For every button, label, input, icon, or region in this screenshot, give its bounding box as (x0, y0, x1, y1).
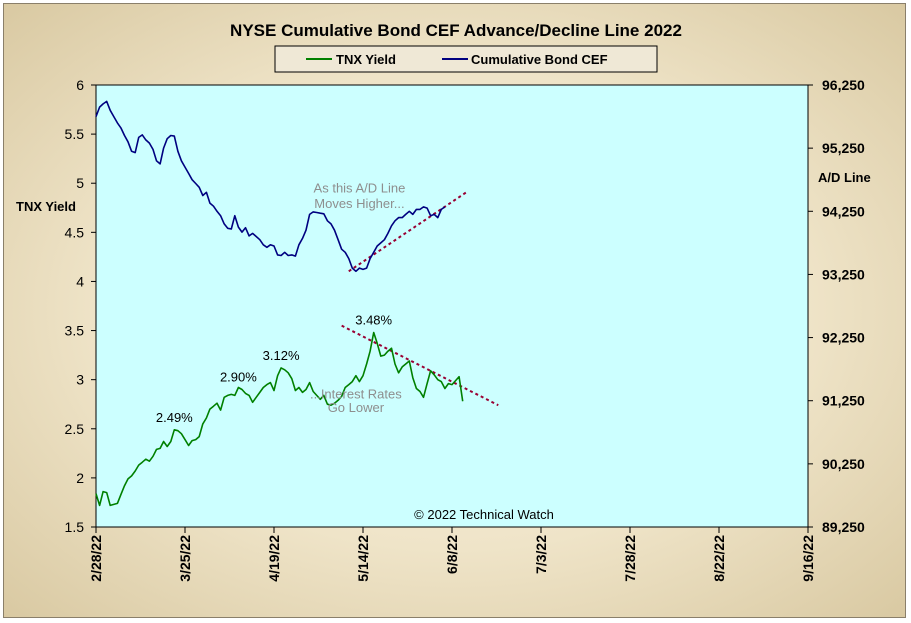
x-axis: 2/28/22 3/25/22 4/19/22 5/14/22 6/8/22 7/3/22… (88, 527, 816, 582)
left-tick-label: 2 (76, 470, 84, 486)
cumulative-bond-cef-line (95, 100, 446, 273)
trendlines (341, 191, 499, 407)
x-tick-label: 2/28/22 (88, 535, 104, 582)
left-axis: 6 5.5 5 4.5 4 3.5 3 2.5 2 1.5 (65, 77, 96, 535)
yield-peak-label: 3.12% (263, 348, 300, 363)
series-lines (95, 100, 464, 507)
commentary-text: Moves Higher... (314, 196, 404, 211)
x-tick-label: 7/3/22 (533, 535, 549, 574)
right-tick-label: 96,250 (822, 77, 865, 93)
right-tick-label: 91,250 (822, 393, 865, 409)
x-tick-label: 4/19/22 (266, 535, 282, 582)
trendline (341, 324, 499, 407)
left-tick-label: 6 (76, 77, 84, 93)
left-tick-label: 4.5 (65, 224, 85, 240)
plot-area (95, 84, 809, 528)
annotations: 2.49% 2.90% 3.12% 3.48% As this A/D LineMove… (156, 180, 405, 424)
x-tick-label: 3/25/22 (177, 535, 193, 582)
x-tick-label: 7/28/22 (622, 535, 638, 582)
yield-peak-label: 2.90% (220, 369, 257, 384)
legend: TNX Yield Cumulative Bond CEF (274, 45, 658, 73)
commentary-text: Go Lower (328, 400, 385, 415)
right-tick-label: 92,250 (822, 330, 865, 346)
left-tick-label: 5.5 (65, 126, 85, 142)
left-tick-label: 3 (76, 372, 84, 388)
commentary-text: As this A/D Line (314, 180, 406, 195)
right-tick-label: 90,250 (822, 456, 865, 472)
right-tick-label: 93,250 (822, 266, 865, 282)
x-tick-label: 5/14/22 (355, 535, 371, 582)
tnx-yield-line (95, 331, 464, 507)
right-axis-label: A/D Line (818, 170, 871, 185)
commentary-text: ...Interest Rates (310, 386, 402, 401)
left-axis-label: TNX Yield (16, 199, 76, 214)
chart-title: NYSE Cumulative Bond CEF Advance/Decline… (230, 21, 682, 40)
x-tick-label: 9/16/22 (800, 535, 816, 582)
x-tick-label: 8/22/22 (711, 535, 727, 582)
copyright-text: © 2022 Technical Watch (414, 507, 554, 522)
left-tick-label: 1.5 (65, 519, 85, 535)
yield-peak-label: 3.48% (355, 313, 392, 328)
left-tick-label: 4 (76, 273, 84, 289)
legend-label-ad: Cumulative Bond CEF (471, 52, 608, 67)
left-tick-label: 3.5 (65, 323, 85, 339)
right-tick-label: 95,250 (822, 140, 865, 156)
x-tick-label: 6/8/22 (444, 535, 460, 574)
legend-label-tnx: TNX Yield (336, 52, 396, 67)
right-tick-label: 94,250 (822, 203, 865, 219)
left-tick-label: 2.5 (65, 421, 85, 437)
right-tick-label: 89,250 (822, 519, 865, 535)
right-axis: 96,250 95,250 94,250 93,250 92,250 91,250 90,2… (808, 77, 865, 535)
yield-peak-label: 2.49% (156, 410, 193, 425)
left-tick-label: 5 (76, 175, 84, 191)
